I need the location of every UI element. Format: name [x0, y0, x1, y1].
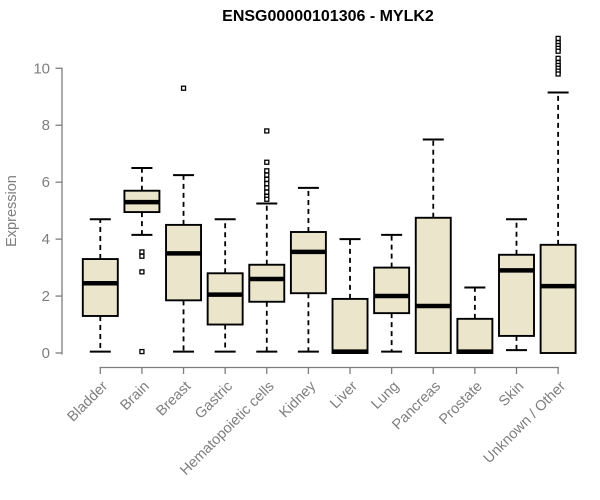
boxplot-boxes — [81, 35, 577, 355]
y-axis-label: Expression — [4, 175, 20, 247]
outlier-point — [264, 172, 270, 178]
x-category-label: Lung — [368, 379, 402, 413]
outlier-point — [555, 55, 561, 61]
box-bladder — [81, 218, 119, 353]
x-category-label: Skin — [496, 379, 527, 410]
x-category-label: Prostate — [436, 379, 485, 428]
outlier-point — [139, 269, 145, 275]
x-category-label: Bladder — [64, 378, 111, 425]
box-brain — [123, 166, 161, 355]
box-pancreas — [414, 138, 452, 354]
outlier-point — [264, 196, 270, 202]
iqr-box — [289, 231, 327, 295]
y-tick-label: 10 — [33, 60, 50, 77]
iqr-box — [206, 272, 244, 326]
y-tick-label: 4 — [42, 231, 50, 248]
outlier-point — [139, 253, 145, 259]
box-breast — [165, 85, 202, 353]
iqr-box — [331, 297, 369, 354]
outlier-point — [264, 168, 270, 174]
y-tick-label: 8 — [42, 117, 50, 134]
outlier-point — [555, 48, 561, 54]
box-skin — [498, 218, 535, 352]
outlier-point — [264, 180, 270, 187]
box-gastric — [206, 218, 244, 353]
x-category-label: Liver — [327, 378, 361, 412]
iqr-box — [248, 263, 286, 303]
outlier-point — [264, 185, 270, 191]
iqr-box — [373, 266, 411, 315]
y-tick-label: 6 — [42, 174, 50, 191]
x-category-label: Kidney — [277, 378, 320, 421]
outlier-point — [139, 348, 145, 355]
iqr-box — [456, 317, 494, 354]
outlier-point — [139, 249, 145, 255]
iqr-box — [81, 258, 119, 317]
chart-title: ENSG00000101306 - MYLK2 — [222, 8, 434, 25]
box-prostate — [456, 286, 494, 354]
iqr-box — [498, 253, 535, 337]
iqr-box — [539, 243, 577, 354]
box-unknown-other — [539, 35, 577, 354]
x-category-label: Brain — [117, 379, 152, 414]
outlier-point — [180, 85, 187, 91]
outlier-point — [264, 128, 270, 134]
box-liver — [331, 238, 369, 354]
outlier-point — [555, 35, 561, 42]
outlier-point — [264, 176, 270, 182]
iqr-box — [414, 216, 452, 354]
iqr-box — [165, 223, 202, 302]
box-kidney — [289, 186, 327, 353]
box-lung — [373, 233, 411, 353]
box-hematopoietic-cells — [248, 128, 286, 353]
outlier-point — [555, 71, 561, 77]
y-tick-label: 0 — [42, 345, 50, 362]
x-category-label: Breast — [153, 379, 194, 420]
outlier-point — [264, 159, 270, 165]
outlier-point — [264, 189, 270, 195]
y-tick-label: 2 — [42, 288, 50, 305]
